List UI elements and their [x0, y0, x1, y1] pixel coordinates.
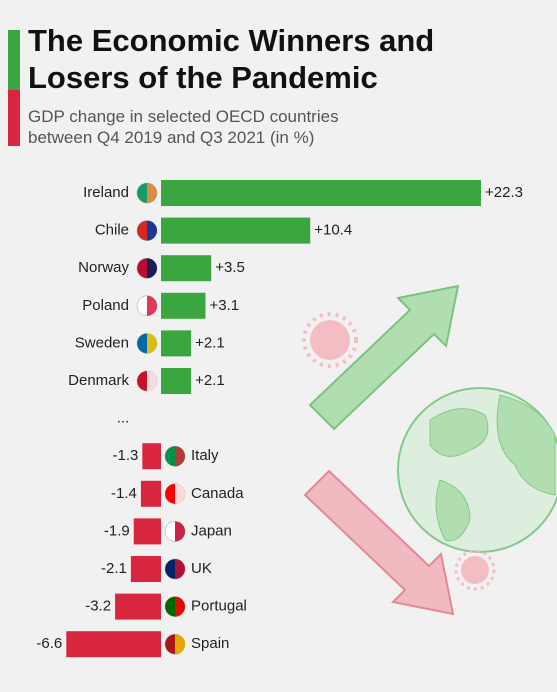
- bar: [130, 556, 161, 582]
- flag: [147, 220, 157, 241]
- flag: [147, 295, 157, 316]
- category-label: Ireland: [83, 184, 129, 201]
- category-label: UK: [191, 560, 212, 577]
- bar: [161, 368, 192, 394]
- flag: [175, 634, 185, 655]
- chart-title: The Economic Winners and Losers of the P…: [28, 23, 435, 95]
- category-label: Japan: [191, 522, 232, 539]
- category-label: Sweden: [75, 334, 129, 351]
- value-label: +2.1: [195, 334, 225, 351]
- bar: [161, 330, 192, 357]
- category-label: Canada: [191, 485, 244, 502]
- value-label: +10.4: [314, 222, 352, 239]
- bar: [161, 255, 212, 282]
- bar: [66, 631, 161, 658]
- value-label: +2.1: [195, 372, 225, 389]
- accent-bar: [8, 30, 20, 90]
- flag: [147, 333, 157, 354]
- flag: [175, 483, 185, 504]
- category-label: Portugal: [191, 598, 247, 615]
- flag: [175, 446, 185, 467]
- bar: [161, 180, 481, 206]
- bar: [133, 518, 161, 545]
- flag: [147, 258, 157, 279]
- value-label: -1.3: [112, 447, 138, 464]
- category-label: Norway: [78, 259, 129, 276]
- flag: [147, 371, 157, 391]
- bar: [161, 292, 206, 319]
- value-label: -2.1: [101, 560, 127, 577]
- category-label: Spain: [191, 635, 229, 652]
- decoration: [302, 284, 557, 616]
- flag: [175, 596, 185, 617]
- value-label: -6.6: [36, 635, 62, 652]
- bar: [142, 443, 161, 470]
- value-label: +3.1: [209, 297, 239, 314]
- value-label: +3.5: [215, 259, 245, 276]
- bar: [161, 217, 311, 244]
- value-label: -1.4: [111, 485, 137, 502]
- flag: [147, 183, 157, 203]
- accent-bar: [8, 90, 20, 146]
- chart-subtitle: GDP change in selected OECD countries be…: [28, 107, 339, 147]
- bar: [140, 480, 161, 507]
- category-label: Poland: [82, 297, 129, 314]
- category-label: Denmark: [68, 372, 129, 389]
- category-label: Chile: [95, 222, 129, 239]
- category-label: Italy: [191, 447, 219, 464]
- bar: [115, 593, 161, 620]
- value-label: +22.3: [485, 184, 523, 201]
- flag: [175, 521, 185, 542]
- value-label: -3.2: [85, 598, 111, 615]
- category-label: ...: [117, 410, 130, 427]
- value-label: -1.9: [104, 522, 130, 539]
- flag: [175, 559, 185, 579]
